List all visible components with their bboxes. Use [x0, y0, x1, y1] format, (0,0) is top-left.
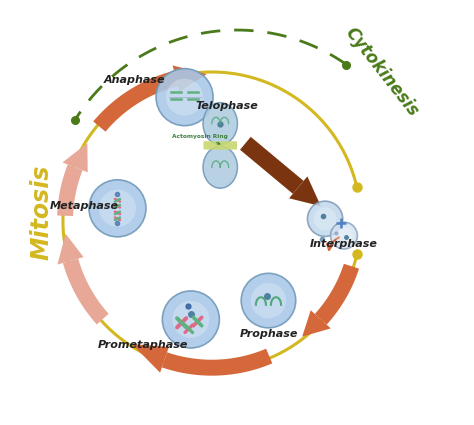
- Polygon shape: [289, 176, 321, 206]
- Polygon shape: [57, 234, 83, 264]
- Ellipse shape: [314, 207, 337, 230]
- Polygon shape: [240, 137, 304, 194]
- Text: Actomyosin Ring: Actomyosin Ring: [172, 134, 228, 144]
- Ellipse shape: [89, 180, 146, 237]
- Polygon shape: [173, 65, 207, 92]
- Ellipse shape: [251, 283, 286, 318]
- Ellipse shape: [330, 222, 357, 249]
- Ellipse shape: [162, 291, 219, 348]
- Text: Anaphase: Anaphase: [103, 75, 165, 85]
- Ellipse shape: [203, 102, 237, 144]
- Ellipse shape: [335, 227, 353, 244]
- Ellipse shape: [173, 301, 210, 338]
- Polygon shape: [132, 344, 169, 373]
- Text: Mitosis: Mitosis: [30, 165, 54, 260]
- Text: Metaphase: Metaphase: [49, 201, 118, 211]
- Ellipse shape: [99, 190, 136, 227]
- Ellipse shape: [308, 201, 343, 236]
- Polygon shape: [63, 259, 109, 324]
- Ellipse shape: [203, 146, 237, 188]
- Text: Telophase: Telophase: [195, 101, 258, 110]
- Polygon shape: [63, 143, 88, 173]
- Polygon shape: [93, 71, 178, 132]
- Text: Prophase: Prophase: [239, 329, 298, 339]
- Text: Cytokinesis: Cytokinesis: [341, 24, 422, 120]
- Text: Prometaphase: Prometaphase: [98, 340, 188, 350]
- Ellipse shape: [241, 273, 296, 328]
- Polygon shape: [162, 348, 272, 376]
- Polygon shape: [57, 164, 82, 216]
- Ellipse shape: [166, 79, 203, 116]
- FancyBboxPatch shape: [203, 141, 237, 150]
- Polygon shape: [315, 264, 359, 325]
- Polygon shape: [302, 310, 331, 337]
- Text: Interphase: Interphase: [310, 239, 378, 249]
- Ellipse shape: [156, 68, 213, 126]
